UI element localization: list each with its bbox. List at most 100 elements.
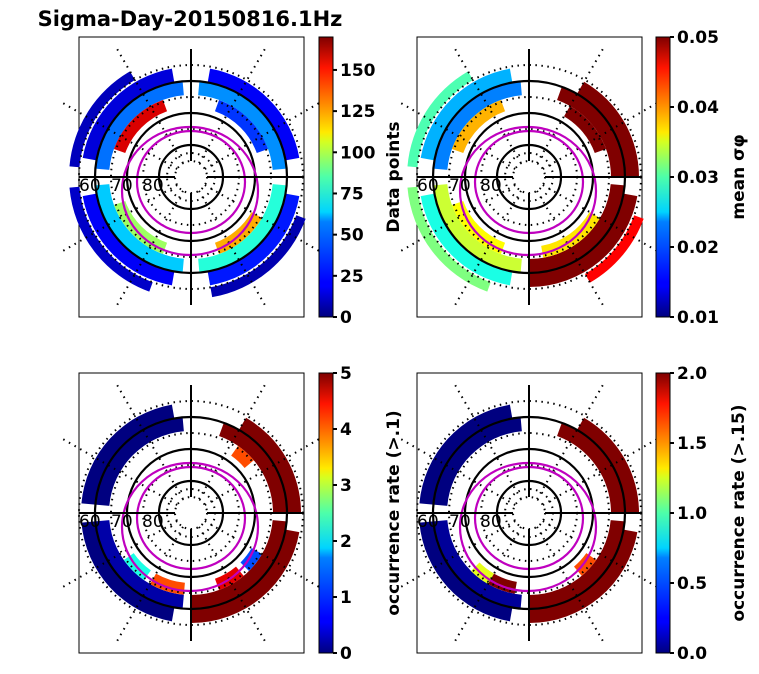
- polar-panel-top-left: 60 70 80 0 25 50 75 100 125 150 Data points: [60, 36, 404, 328]
- data-sector: [239, 417, 301, 513]
- figure-title: Sigma-Day-20150816.1Hz: [38, 7, 343, 31]
- mlt-gridline: [453, 46, 522, 164]
- lat-label: 80: [480, 512, 502, 532]
- colorbar-tick-label: 5: [340, 364, 352, 384]
- colorbar-tick-label: 0: [340, 308, 352, 328]
- data-sector: [207, 68, 300, 161]
- colorbar-tick-label: 2.0: [677, 364, 707, 384]
- data-sector: [557, 86, 625, 177]
- data-sector: [69, 186, 153, 292]
- lat-label: 80: [142, 176, 164, 196]
- lat-label: 80: [480, 176, 502, 196]
- data-sector: [407, 186, 491, 292]
- data-sector: [81, 404, 175, 505]
- colorbar-tick-label: 1: [340, 588, 352, 608]
- lat-label: 60: [417, 512, 439, 532]
- data-sector: [541, 212, 601, 258]
- data-sector: [113, 99, 168, 154]
- data-sector: [419, 521, 513, 622]
- colorbar-label: occurrence rate (>.1): [384, 410, 404, 615]
- data-sector: [419, 404, 513, 505]
- mlt-gridline: [115, 190, 184, 308]
- data-sector: [420, 68, 513, 161]
- data-sector: [557, 422, 625, 513]
- mlt-gridline: [398, 184, 516, 253]
- colorbar-label: occurrence rate (>.15): [729, 404, 749, 621]
- colorbar-tick-label: 100: [340, 143, 376, 163]
- mlt-gridline: [542, 437, 660, 506]
- data-sector: [231, 445, 254, 469]
- data-sector: [564, 105, 607, 154]
- mlt-gridline: [60, 184, 178, 253]
- data-sector: [529, 193, 638, 287]
- mlt-gridline: [115, 526, 184, 644]
- colorbar: [655, 36, 671, 318]
- mlt-gridline: [398, 437, 516, 506]
- mlt-gridline: [204, 184, 322, 253]
- colorbar-tick-label: 75: [340, 184, 364, 204]
- data-sector: [95, 81, 184, 170]
- colorbar: [655, 372, 671, 654]
- data-sector: [451, 99, 506, 154]
- mlt-gridline: [204, 101, 322, 170]
- colorbar-tick-label: 0.03: [677, 168, 719, 188]
- data-sector: [433, 184, 522, 273]
- colorbar-tick-label: 0.01: [677, 308, 719, 328]
- data-sector: [420, 193, 513, 286]
- data-sector: [210, 215, 306, 298]
- data-sector: [191, 529, 300, 623]
- colorbar: [318, 372, 334, 654]
- mlt-gridline: [453, 382, 522, 500]
- mlt-gridline: [542, 520, 660, 589]
- data-sector: [69, 71, 135, 168]
- colorbar-tick-label: 1.0: [677, 504, 707, 524]
- colorbar-tick-label: 0.05: [677, 28, 719, 48]
- data-sector: [407, 71, 473, 168]
- data-sector: [95, 417, 184, 506]
- mlt-gridline: [453, 190, 522, 308]
- data-sector: [191, 520, 287, 609]
- polar-panel-bottom-left: 60 70 80 0 1 2 3 4 5 occurrence rate (>.1): [60, 364, 404, 664]
- colorbar-tick-label: 4: [340, 420, 352, 440]
- data-sector: [81, 521, 175, 622]
- lat-label: 70: [111, 176, 133, 196]
- data-sector: [207, 193, 300, 286]
- colorbar-tick-label: 0.0: [677, 644, 707, 664]
- data-sector: [585, 215, 644, 283]
- mlt-gridline: [198, 382, 267, 500]
- data-sector: [529, 184, 625, 273]
- mlt-gridline: [536, 46, 605, 164]
- colorbar: [318, 36, 334, 318]
- mlt-gridline: [198, 526, 267, 644]
- data-sector: [577, 417, 639, 513]
- data-sector: [214, 99, 269, 154]
- mlt-gridline: [542, 101, 660, 170]
- colorbar-tick-label: 50: [340, 226, 364, 246]
- mlt-gridline: [60, 101, 178, 170]
- mlt-gridline: [60, 520, 178, 589]
- colorbar-tick-label: 0: [340, 644, 352, 664]
- mlt-gridline: [398, 520, 516, 589]
- data-sector: [529, 520, 625, 609]
- data-sector: [82, 68, 175, 161]
- data-sector: [198, 81, 287, 170]
- mlt-gridline: [115, 46, 184, 164]
- mlt-gridline: [198, 190, 267, 308]
- colorbar-tick-label: 125: [340, 102, 376, 122]
- lat-label: 70: [449, 512, 471, 532]
- colorbar-tick-label: 1.5: [677, 434, 707, 454]
- colorbar-tick-label: 3: [340, 476, 352, 496]
- colorbar-label: Data points: [384, 121, 404, 232]
- lat-label: 70: [449, 176, 471, 196]
- colorbar-tick-label: 25: [340, 267, 364, 287]
- polar-panel-bottom-right: 60 70 80 0.0 0.5 1.0 1.5 2.0 occurrence rate (>.…: [398, 364, 749, 664]
- mlt-gridline: [536, 382, 605, 500]
- colorbar-tick-label: 2: [340, 532, 352, 552]
- lat-label: 60: [417, 176, 439, 196]
- data-sector: [82, 193, 175, 286]
- data-sector: [577, 81, 639, 177]
- lat-label: 60: [79, 176, 101, 196]
- colorbar-tick-label: 0.04: [677, 98, 719, 118]
- lat-label: 80: [142, 512, 164, 532]
